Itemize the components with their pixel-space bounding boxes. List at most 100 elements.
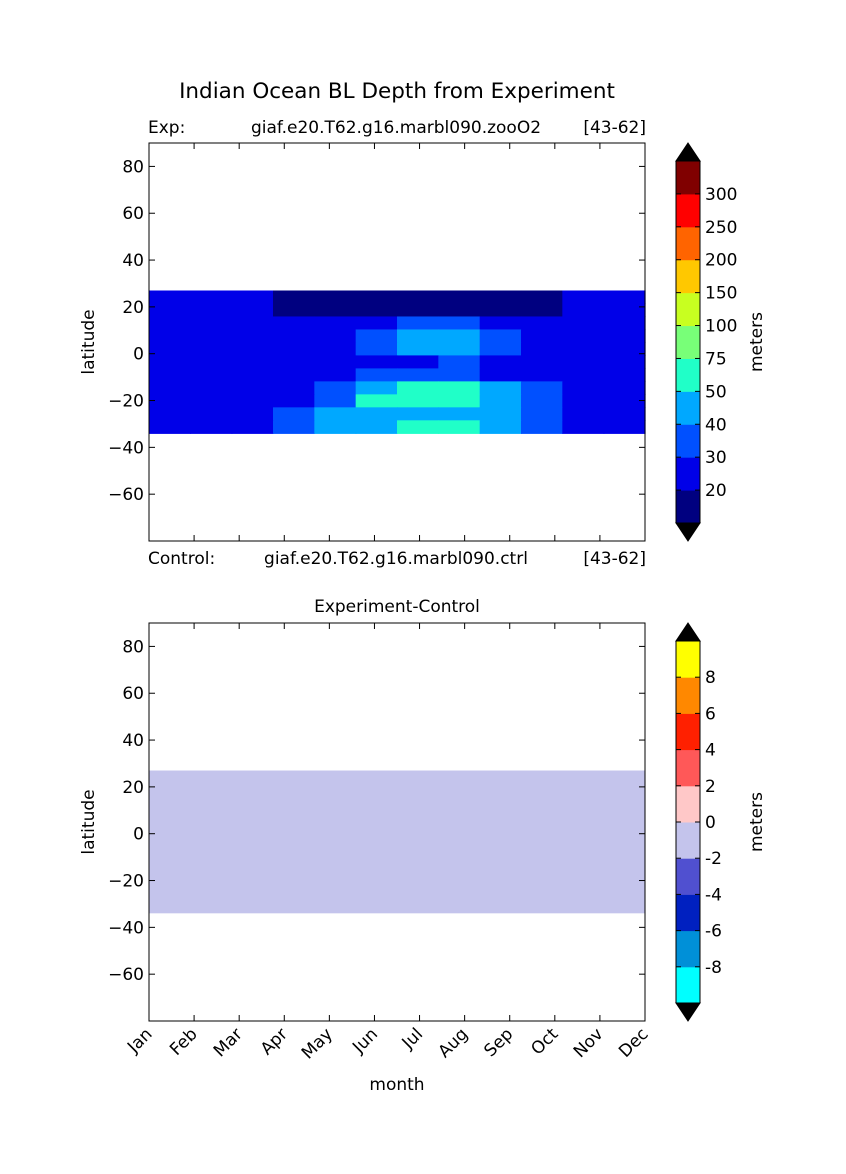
colorbar-segment: [676, 490, 700, 524]
exp-years: [43-62]: [583, 118, 646, 138]
colorbar-extend-max: [675, 622, 701, 642]
heat-cell: [397, 303, 439, 318]
heat-cell: [438, 316, 481, 331]
heat-cell: [438, 290, 481, 305]
heat-cell: [149, 368, 191, 382]
heat-cell: [562, 342, 605, 357]
x-tick-label: Dec: [615, 1024, 652, 1061]
heat-cell: [397, 407, 439, 421]
heat-cell: [521, 368, 563, 382]
colorbar-tick-label: 30: [705, 448, 727, 468]
heat-cell: [479, 407, 522, 421]
heat-cell: [562, 394, 605, 408]
heat-cell: [190, 303, 233, 318]
heat-cell: [603, 407, 646, 421]
heat-cell: [314, 329, 357, 344]
heat-cell: [231, 342, 274, 357]
heat-cell: [438, 342, 481, 357]
heat-cell: [149, 407, 191, 421]
heat-cell: [355, 329, 398, 344]
heat-cell: [190, 290, 233, 305]
y-tick-label: −60: [108, 965, 144, 985]
colorbar-segment: [676, 161, 700, 195]
heat-cell: [273, 316, 315, 331]
heat-cell: [355, 394, 398, 408]
heat-cell: [603, 368, 646, 382]
heat-cell: [190, 420, 233, 434]
heat-cell: [190, 355, 233, 369]
heat-cell: [438, 355, 481, 369]
heat-cell: [314, 420, 357, 434]
heat-cell: [521, 381, 563, 395]
colorbar-tick-label: 150: [705, 284, 737, 304]
heat-cell: [521, 394, 563, 408]
heat-cell: [314, 303, 357, 318]
y-tick-label: 20: [122, 298, 144, 318]
heat-cell: [273, 381, 315, 395]
heat-cell: [231, 368, 274, 382]
colorbar-tick-label: 2: [705, 777, 716, 797]
y-axis-label: latitude: [79, 789, 99, 854]
y-tick-label: 60: [122, 684, 144, 704]
heat-cell: [149, 303, 191, 318]
colorbar-label: meters: [747, 312, 767, 372]
heat-cell: [190, 368, 233, 382]
heat-cell: [314, 290, 357, 305]
heat-cell: [231, 355, 274, 369]
heat-cell: [149, 316, 191, 331]
heat-cell: [603, 420, 646, 434]
colorbar-extend-min: [675, 522, 701, 542]
heat-cell: [231, 316, 274, 331]
colorbar-segment: [676, 677, 700, 714]
heat-cell: [149, 290, 191, 305]
heat-field: [149, 770, 645, 914]
heat-cell: [438, 303, 481, 318]
colorbar-segment: [676, 785, 700, 823]
heat-cell: [314, 342, 357, 357]
colorbar-tick-label: 250: [705, 218, 737, 238]
control-case: giaf.e20.T62.g16.marbl090.ctrl: [264, 549, 528, 569]
colorbar-tick-label: 200: [705, 251, 737, 271]
x-tick-label: Jun: [348, 1024, 382, 1058]
heat-cell: [355, 368, 398, 382]
heat-cell: [231, 329, 274, 344]
colorbar-segment: [676, 641, 700, 678]
heat-cell: [438, 368, 481, 382]
x-tick-label: Apr: [257, 1024, 292, 1059]
colorbar-segment: [676, 894, 700, 932]
x-tick-label: May: [298, 1024, 337, 1063]
heat-cell: [190, 316, 233, 331]
heat-cell: [479, 355, 522, 369]
heat-cell: [438, 407, 481, 421]
heat-cell: [479, 316, 522, 331]
heat-cell: [355, 381, 398, 395]
heat-cell: [397, 355, 439, 369]
colorbar-segment: [676, 193, 700, 228]
heat-cell: [562, 329, 605, 344]
heat-cell: [397, 342, 439, 357]
heat-cell: [521, 342, 563, 357]
colorbar-extend-max: [675, 142, 701, 162]
colorbar-extend-min: [675, 1002, 701, 1022]
y-tick-label: 40: [122, 731, 144, 751]
heat-cell: [314, 316, 357, 331]
heat-cell: [397, 394, 439, 408]
heat-cell: [355, 420, 398, 434]
heat-cell: [521, 420, 563, 434]
colorbar-tick-label: -6: [705, 922, 722, 942]
x-tick-label: Oct: [527, 1024, 562, 1059]
y-tick-label: −40: [108, 918, 144, 938]
heat-cell: [190, 394, 233, 408]
heat-cell: [149, 381, 191, 395]
colorbar-tick-label: 40: [705, 415, 727, 435]
figure-title: Indian Ocean BL Depth from Experiment: [179, 79, 615, 104]
colorbar-segment: [676, 822, 700, 859]
bottom-heatmap-panel: 80 60 40 20 0 −20 −40 −60 Jan Feb Mar Apr May Jun Jul A…: [79, 622, 653, 1095]
heat-cell: [231, 290, 274, 305]
x-tick-label: Mar: [210, 1024, 247, 1061]
colorbar-tick-label: -4: [705, 885, 722, 905]
heat-cell: [521, 329, 563, 344]
heat-cell: [314, 407, 357, 421]
heat-cell: [273, 407, 315, 421]
heat-cell: [314, 394, 357, 408]
